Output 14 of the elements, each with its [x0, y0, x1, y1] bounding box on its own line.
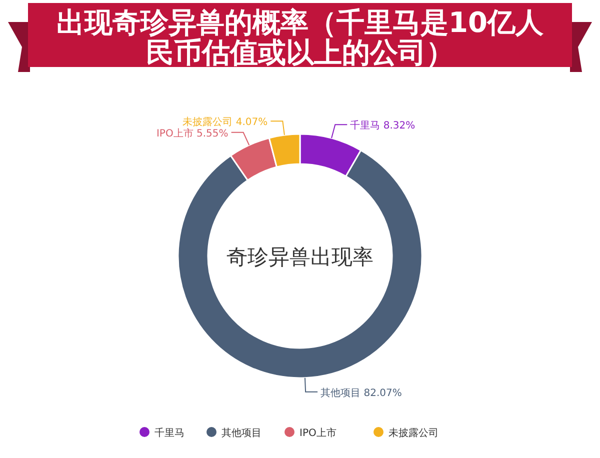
slice-label: 其他项目 [320, 386, 364, 399]
slice-label: 千里马 [350, 120, 384, 132]
slice-label: IPO上市 [156, 127, 197, 140]
chart-title: 出现奇珍异兽的概率（千里马是10亿人民币估值或以上的公司） [56, 6, 544, 69]
legend-label: 未披露公司 [388, 427, 438, 439]
legend-label: 其他项目 [222, 427, 262, 439]
slice-label: 未披露公司 [182, 116, 236, 128]
text: 奇珍异兽出现率 [226, 245, 374, 269]
data-label: 4.07% [236, 117, 268, 128]
legend-label: 千里马 [154, 427, 184, 439]
data-label: 82.07% [364, 388, 402, 399]
data-label: 8.32% [383, 120, 416, 132]
legend-label: IPO上市 [300, 427, 336, 439]
data-label: 5.55% [196, 128, 228, 140]
